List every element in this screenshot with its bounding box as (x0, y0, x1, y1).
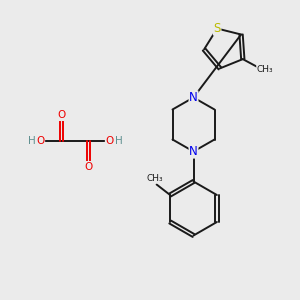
Text: O: O (105, 136, 114, 146)
Text: H: H (28, 136, 35, 146)
Text: S: S (213, 22, 221, 35)
Text: O: O (84, 161, 93, 172)
Text: CH₃: CH₃ (257, 64, 273, 74)
Text: CH₃: CH₃ (147, 174, 164, 183)
Text: N: N (189, 145, 198, 158)
Text: O: O (36, 136, 45, 146)
Text: H: H (115, 136, 122, 146)
Text: O: O (57, 110, 66, 121)
Text: N: N (189, 91, 198, 104)
